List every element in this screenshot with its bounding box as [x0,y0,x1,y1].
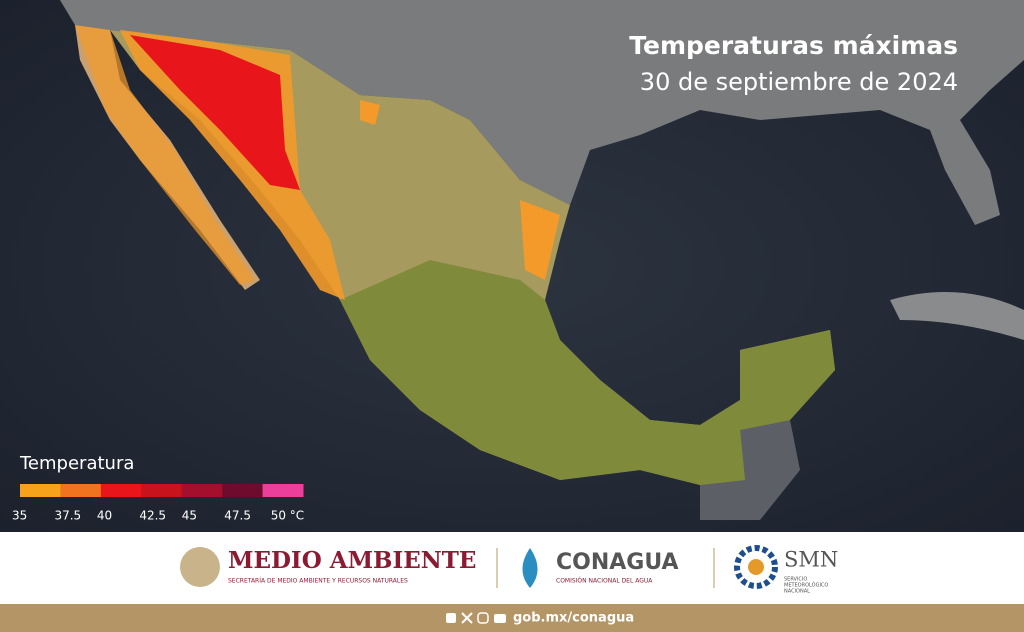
legend: Temperatura 35 37.5 40 42.5 45 47.5 50 °C [12,453,304,523]
instagram-icon[interactable] [477,612,489,624]
heat-orange [120,30,345,300]
legend-swatch [222,484,264,497]
smn-subtitle: NACIONAL [784,589,810,595]
footer [0,532,1024,604]
title: Temperaturas máximas [629,31,958,60]
legend-tick-label: 42.5 [139,509,166,523]
central-america [700,420,800,520]
conagua-name: CONAGUA [556,550,679,575]
legend-tick-label: 37.5 [54,509,81,523]
legend-swatch [100,484,142,497]
mexico-south [340,260,835,485]
heat-orange-spot [360,100,380,125]
heat-red [130,35,300,190]
conagua-subtitle: COMISIÓN NACIONAL DEL AGUA [556,578,653,585]
smn-emblem [734,545,778,589]
legend-tick-label: 45 [182,509,197,523]
legend-swatch [262,484,304,497]
legend-title: Temperatura [19,453,134,474]
semarnat-name: MEDIO AMBIENTE [228,547,476,574]
legend-tick-label: 47.5 [224,509,251,523]
smn-subtitle: SERVICIO [784,577,807,583]
x-icon[interactable] [461,612,473,624]
legend-swatch [141,484,183,497]
conagua-emblem [522,548,538,588]
subtitle: 30 de septiembre de 2024 [640,68,958,96]
facebook-icon[interactable] [446,613,456,623]
website[interactable]: gob.mx/conagua [513,611,634,626]
us-land [60,0,1024,225]
semarnat-subtitle: SECRETARÍA DE MEDIO AMBIENTE Y RECURSOS … [228,578,408,585]
heat-orange-baja [75,25,255,285]
youtube-icon[interactable] [494,614,506,623]
bottom-bar [0,604,1024,632]
legend-tick-label: 35 [12,509,27,523]
cuba [890,292,1024,340]
legend-tick-label: 50 °C [271,509,304,523]
heat-orange-ne [520,200,560,280]
smn-emblem-center [748,559,764,575]
legend-swatch [60,484,102,497]
legend-swatch [20,484,61,497]
semarnat-emblem [180,547,220,587]
smn-subtitle: METEOROLÓGICO [784,582,828,589]
legend-tick-label: 40 [97,509,112,523]
legend-swatch [181,484,223,497]
smn-name: SMN [784,548,838,572]
